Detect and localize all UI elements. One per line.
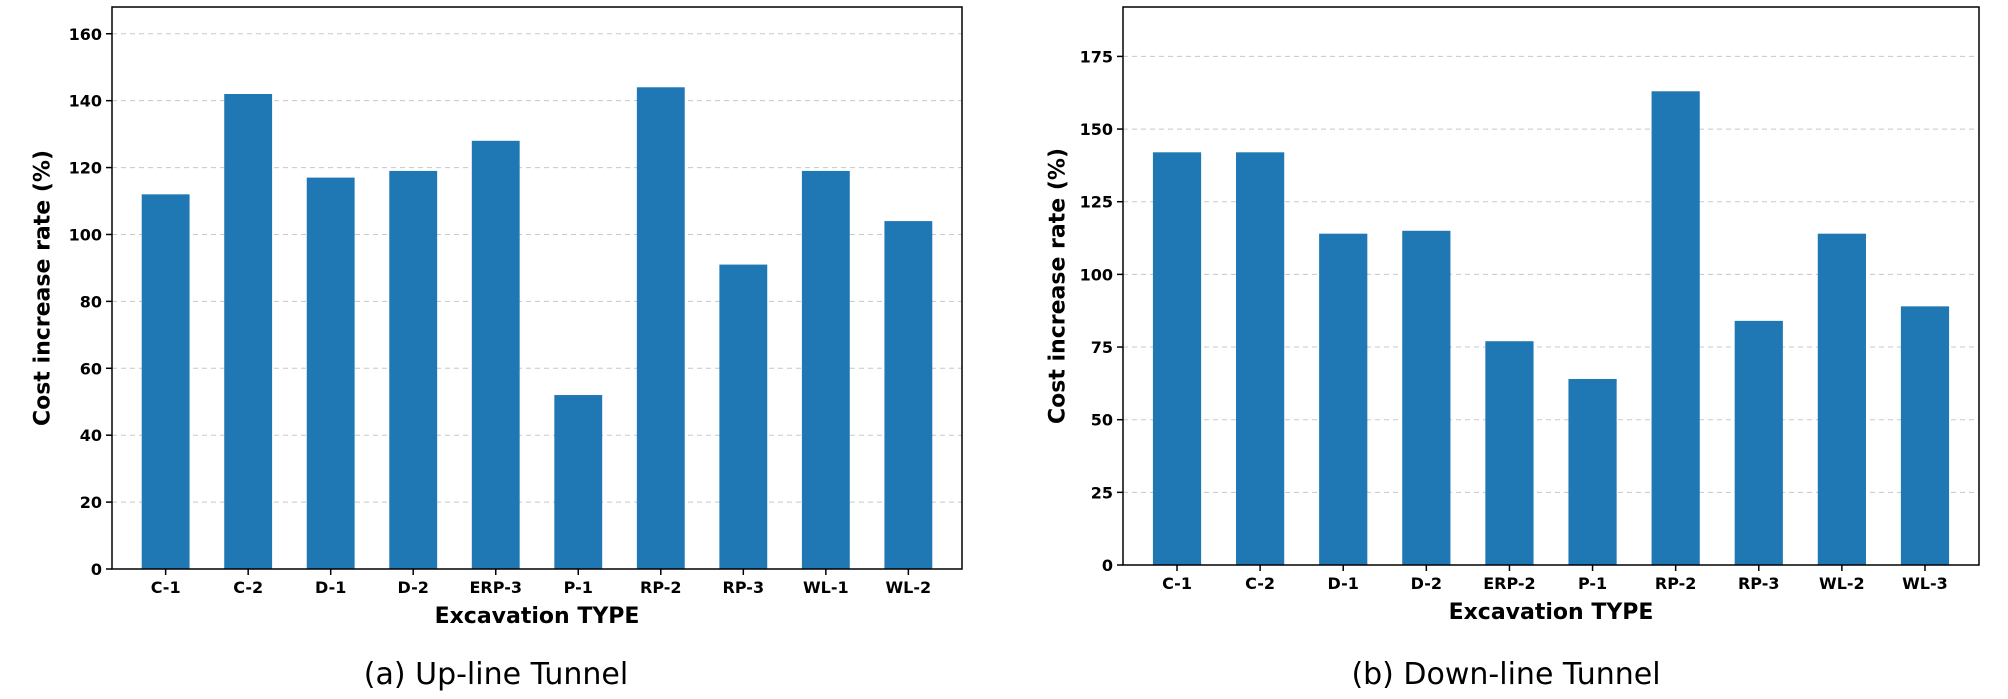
y-tick-label: 40 (80, 426, 102, 445)
chart-panel-a: 0 20 40 60 80 100 120 140 160 C-1 C-2 D-1 D-2 ERP-3 P… (31, 6, 963, 692)
y-tick-label: 120 (69, 159, 102, 178)
bar-wl-3 (1900, 306, 1950, 565)
bar-erp-3 (471, 140, 520, 570)
x-ticks-a: C-1 C-2 D-1 D-2 ERP-3 P-1 RP-2 RP-3 WL-1 WL-2 (151, 569, 931, 597)
x-tick-label: C-2 (1245, 574, 1275, 593)
bar-wl-1 (801, 170, 850, 569)
x-tick-label: D-1 (1328, 574, 1359, 593)
bar-c-1 (1152, 152, 1202, 565)
bars-b (1152, 91, 1950, 565)
y-axis-label-a: Cost increase rate (%) (31, 150, 56, 426)
x-tick-label: C-2 (233, 578, 263, 597)
x-tick-label: ERP-3 (470, 578, 522, 597)
y-tick-label: 20 (80, 493, 102, 512)
bar-p-1 (554, 395, 603, 569)
y-axis-label-b: Cost increase rate (%) (1046, 148, 1071, 424)
y-tick-label: 175 (1080, 47, 1113, 66)
x-tick-label: WL-3 (1902, 574, 1948, 593)
bar-d-1 (1319, 233, 1368, 565)
x-tick-label: C-1 (151, 578, 181, 597)
y-ticks-b: 0 25 50 75 100 125 150 175 (1080, 47, 1123, 575)
x-tick-label: WL-2 (886, 578, 932, 597)
bar-d-2 (389, 170, 438, 569)
caption-b: (b) Down-line Tunnel (1351, 657, 1660, 692)
caption-a: (a) Up-line Tunnel (364, 657, 628, 692)
x-tick-label: D-2 (1411, 574, 1442, 593)
bars-a (141, 87, 933, 570)
y-tick-label: 75 (1091, 338, 1113, 357)
bar-wl-2 (1817, 233, 1866, 565)
bar-rp-3 (719, 264, 768, 569)
y-tick-label: 125 (1080, 193, 1113, 212)
x-tick-label: D-2 (398, 578, 429, 597)
grid-a (112, 33, 962, 503)
bar-d-1 (306, 177, 355, 569)
x-axis-label-b: Excavation TYPE (1449, 600, 1654, 625)
y-tick-label: 160 (69, 25, 102, 44)
y-tick-label: 60 (80, 359, 102, 378)
x-tick-label: WL-1 (803, 578, 849, 597)
x-tick-label: RP-2 (1655, 574, 1697, 593)
bar-d-2 (1402, 230, 1451, 565)
bar-rp-2 (1651, 91, 1700, 565)
y-tick-label: 100 (69, 225, 102, 244)
bar-c-2 (224, 93, 273, 569)
y-tick-label: 0 (1102, 556, 1113, 575)
y-ticks-a: 0 20 40 60 80 100 120 140 160 (69, 25, 112, 579)
y-tick-label: 150 (1080, 120, 1113, 139)
bar-p-1 (1568, 379, 1617, 565)
bar-erp-2 (1485, 341, 1534, 565)
bar-c-1 (141, 194, 190, 570)
x-tick-label: D-1 (315, 578, 346, 597)
plot-frame-a (111, 6, 963, 570)
y-tick-label: 0 (91, 560, 102, 579)
plot-frame-b (1122, 6, 1980, 566)
x-tick-label: C-1 (1162, 574, 1192, 593)
x-tick-label: RP-3 (723, 578, 765, 597)
y-tick-label: 100 (1080, 265, 1113, 284)
x-tick-label: RP-3 (1738, 574, 1780, 593)
y-tick-label: 140 (69, 92, 102, 111)
x-tick-label: WL-2 (1819, 574, 1865, 593)
x-ticks-b: C-1 C-2 D-1 D-2 ERP-2 P-1 RP-2 RP-3 WL-2 WL-3 (1162, 565, 1948, 593)
bar-rp-2 (636, 87, 685, 570)
x-tick-label: RP-2 (640, 578, 682, 597)
bar-wl-2 (884, 221, 933, 569)
x-axis-label-a: Excavation TYPE (435, 604, 640, 629)
x-tick-label: ERP-2 (1483, 574, 1535, 593)
y-tick-label: 80 (80, 292, 102, 311)
bar-c-2 (1236, 152, 1285, 565)
chart-panel-b: 0 25 50 75 100 125 150 175 C-1 C-2 D-1 D-2 ERP-2 P-1… (1046, 6, 1980, 692)
x-tick-label: P-1 (564, 578, 593, 597)
y-tick-label: 50 (1091, 411, 1113, 430)
bar-rp-3 (1734, 320, 1783, 565)
x-tick-label: P-1 (1578, 574, 1607, 593)
y-tick-label: 25 (1091, 483, 1113, 502)
